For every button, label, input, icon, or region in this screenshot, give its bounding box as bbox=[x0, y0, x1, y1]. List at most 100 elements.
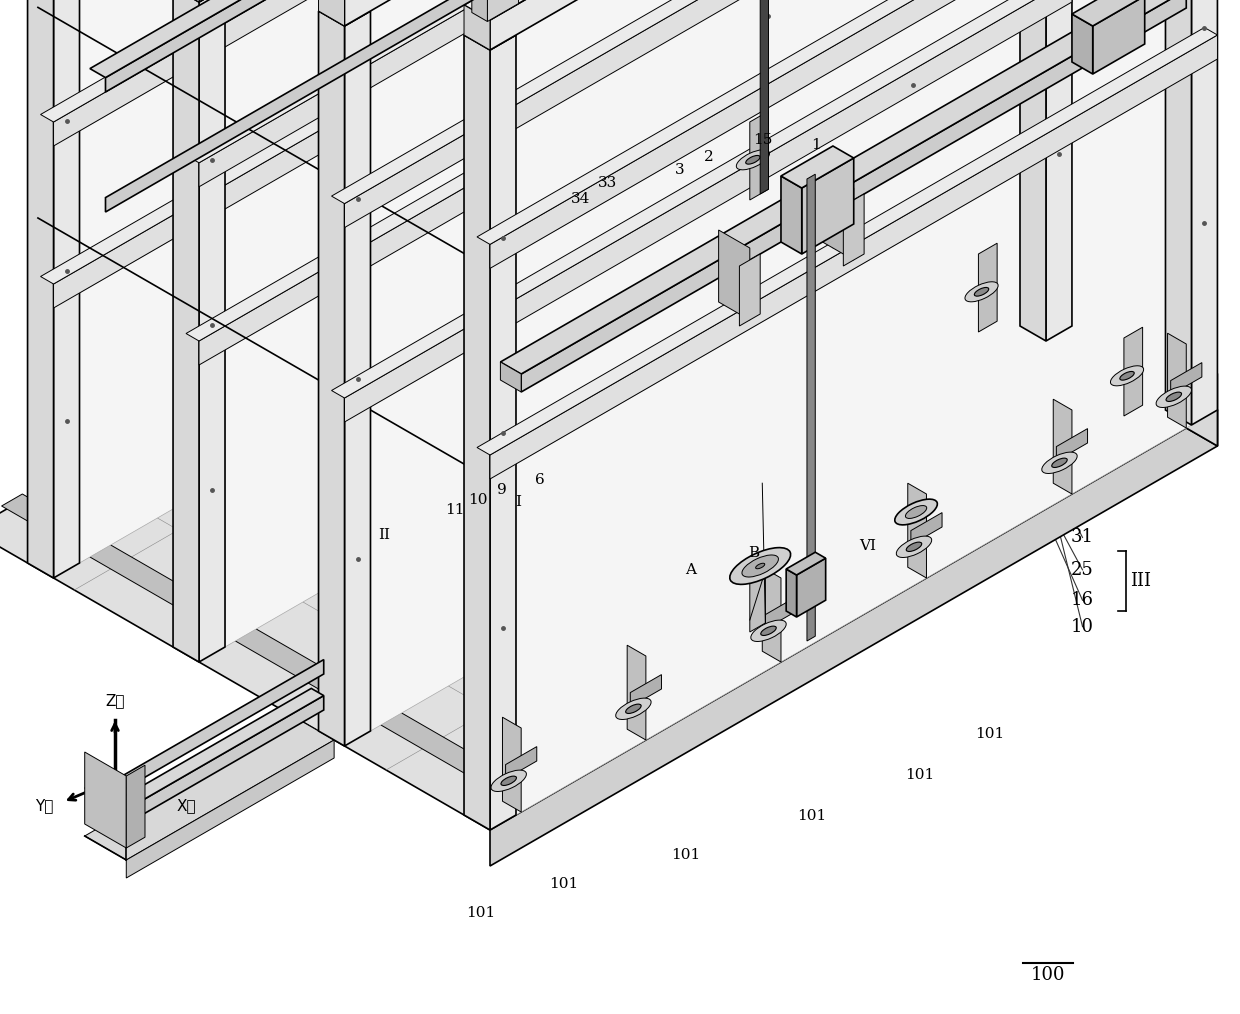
Polygon shape bbox=[729, 0, 755, 173]
Polygon shape bbox=[1056, 429, 1087, 461]
Polygon shape bbox=[1053, 400, 1071, 494]
Polygon shape bbox=[719, 230, 750, 320]
Polygon shape bbox=[781, 176, 802, 254]
Ellipse shape bbox=[1052, 458, 1068, 467]
Polygon shape bbox=[698, 110, 1218, 446]
Text: 101: 101 bbox=[975, 727, 1004, 741]
Polygon shape bbox=[786, 553, 826, 575]
Ellipse shape bbox=[626, 704, 641, 714]
Polygon shape bbox=[1047, 0, 1071, 341]
Ellipse shape bbox=[755, 563, 765, 569]
Polygon shape bbox=[667, 110, 1207, 422]
Text: 101: 101 bbox=[549, 877, 579, 891]
Ellipse shape bbox=[750, 621, 786, 642]
Polygon shape bbox=[53, 0, 781, 308]
Text: 2: 2 bbox=[704, 150, 714, 164]
Polygon shape bbox=[911, 513, 942, 545]
Polygon shape bbox=[0, 110, 1218, 830]
Polygon shape bbox=[174, 0, 224, 2]
Text: 3: 3 bbox=[675, 163, 684, 177]
Text: 100: 100 bbox=[1030, 966, 1065, 985]
Polygon shape bbox=[345, 11, 371, 746]
Text: 9: 9 bbox=[497, 483, 507, 497]
Polygon shape bbox=[1071, 14, 1092, 74]
Polygon shape bbox=[1171, 363, 1202, 395]
Polygon shape bbox=[27, 0, 53, 578]
Polygon shape bbox=[186, 0, 926, 341]
Polygon shape bbox=[490, 35, 1218, 479]
Text: A: A bbox=[686, 563, 696, 577]
Polygon shape bbox=[464, 20, 516, 50]
Text: 101: 101 bbox=[797, 809, 827, 823]
Ellipse shape bbox=[828, 204, 843, 212]
Ellipse shape bbox=[895, 499, 937, 525]
Text: 101: 101 bbox=[905, 768, 935, 782]
Polygon shape bbox=[84, 752, 126, 848]
Text: 6: 6 bbox=[534, 473, 544, 487]
Ellipse shape bbox=[820, 198, 853, 218]
Text: 11: 11 bbox=[445, 503, 465, 517]
Text: 25: 25 bbox=[1071, 561, 1094, 579]
Ellipse shape bbox=[906, 542, 921, 552]
Polygon shape bbox=[345, 0, 1071, 422]
Polygon shape bbox=[1021, 0, 1047, 341]
Text: 10: 10 bbox=[467, 493, 487, 507]
Polygon shape bbox=[490, 0, 1218, 269]
Polygon shape bbox=[1123, 328, 1142, 416]
Text: 10: 10 bbox=[1071, 618, 1094, 636]
Polygon shape bbox=[331, 0, 1071, 399]
Polygon shape bbox=[501, 362, 521, 392]
Polygon shape bbox=[200, 0, 926, 365]
Polygon shape bbox=[843, 194, 864, 266]
Polygon shape bbox=[750, 563, 765, 632]
Polygon shape bbox=[224, 0, 900, 325]
Polygon shape bbox=[174, 0, 200, 2]
Text: 101: 101 bbox=[671, 848, 701, 862]
Polygon shape bbox=[345, 0, 1071, 26]
Polygon shape bbox=[53, 0, 781, 146]
Polygon shape bbox=[630, 674, 661, 707]
Polygon shape bbox=[464, 5, 490, 50]
Text: X轴: X轴 bbox=[177, 798, 197, 813]
Polygon shape bbox=[487, 0, 518, 21]
Ellipse shape bbox=[730, 548, 791, 584]
Polygon shape bbox=[471, 0, 487, 21]
Polygon shape bbox=[807, 174, 815, 641]
Polygon shape bbox=[1192, 0, 1218, 425]
Ellipse shape bbox=[737, 150, 770, 169]
Text: 16: 16 bbox=[1071, 591, 1094, 609]
Ellipse shape bbox=[975, 287, 988, 296]
Ellipse shape bbox=[491, 770, 527, 792]
Polygon shape bbox=[319, 0, 345, 26]
Polygon shape bbox=[79, 0, 755, 563]
Text: VI: VI bbox=[859, 538, 877, 553]
Polygon shape bbox=[1166, 0, 1192, 425]
Polygon shape bbox=[115, 696, 324, 830]
Polygon shape bbox=[627, 645, 646, 740]
Polygon shape bbox=[200, 0, 926, 187]
Text: 31: 31 bbox=[1071, 528, 1094, 547]
Text: B: B bbox=[749, 546, 759, 560]
Ellipse shape bbox=[1120, 371, 1135, 380]
Ellipse shape bbox=[905, 506, 926, 518]
Polygon shape bbox=[750, 112, 769, 200]
Polygon shape bbox=[1, 494, 542, 806]
Polygon shape bbox=[115, 659, 324, 794]
Polygon shape bbox=[464, 35, 490, 830]
Polygon shape bbox=[41, 0, 781, 284]
Text: 101: 101 bbox=[466, 906, 496, 920]
Text: 15: 15 bbox=[753, 133, 773, 147]
Text: 1: 1 bbox=[811, 138, 821, 152]
Polygon shape bbox=[79, 0, 755, 269]
Polygon shape bbox=[490, 0, 1218, 50]
Polygon shape bbox=[371, 0, 1047, 383]
Polygon shape bbox=[1071, 0, 1145, 26]
Polygon shape bbox=[200, 0, 926, 2]
Polygon shape bbox=[763, 567, 781, 662]
Polygon shape bbox=[796, 558, 826, 617]
Polygon shape bbox=[874, 0, 900, 257]
Polygon shape bbox=[319, 0, 371, 26]
Polygon shape bbox=[477, 0, 1218, 244]
Polygon shape bbox=[105, 0, 729, 212]
Polygon shape bbox=[319, 11, 345, 746]
